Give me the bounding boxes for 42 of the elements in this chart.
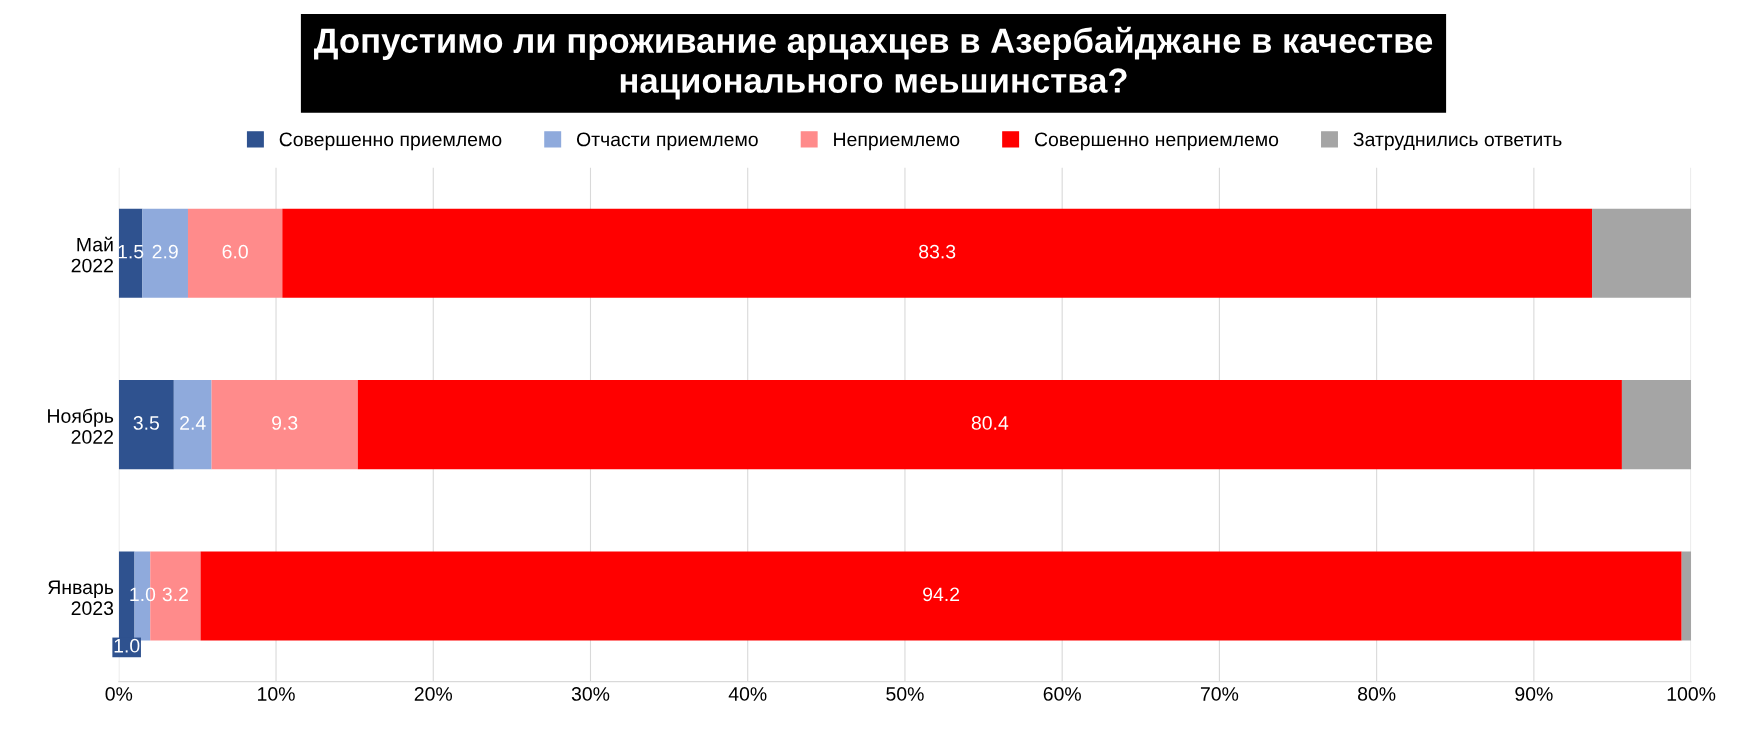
- data-label: 2.4: [180, 416, 206, 430]
- bar: [118, 380, 174, 470]
- bar: [211, 380, 358, 470]
- bar: [187, 208, 283, 298]
- bar: [1681, 551, 1692, 641]
- x-tick-label: 20%: [414, 687, 453, 701]
- x-tick-label: 80%: [1358, 687, 1396, 701]
- data-label: 80.4: [971, 416, 1009, 430]
- legend-label: Затруднились ответить: [1353, 132, 1562, 151]
- legend-label: Совершенно неприемлемо: [1034, 132, 1279, 151]
- data-label: 9.3: [272, 416, 298, 430]
- legend-label: Неприемлемо: [834, 132, 960, 151]
- bar: [1592, 208, 1692, 298]
- data-label: 3.5: [133, 416, 160, 430]
- x-tick-label: 90%: [1515, 687, 1553, 701]
- bar: [173, 380, 212, 470]
- x-tick-label: 40%: [728, 687, 767, 701]
- x-tick-label: 60%: [1043, 687, 1081, 701]
- data-label: 1.0: [114, 638, 140, 653]
- y-tick-label: Май 2022: [71, 236, 113, 273]
- x-tick-label: 50%: [886, 687, 924, 701]
- data-label: 94.2: [923, 587, 960, 602]
- bar: [118, 208, 143, 298]
- data-label: 83.3: [919, 244, 956, 259]
- chart-title: Допустимо ли проживание арцахцев в Азербайджане в качестве национального меьшинства?: [314, 26, 1433, 100]
- bar: [1621, 380, 1692, 470]
- data-label: 2.9: [152, 244, 178, 259]
- bar: [200, 551, 1682, 641]
- y-tick-label: Ноябрь 2022: [48, 408, 114, 444]
- x-tick-label: 30%: [571, 687, 610, 701]
- x-tick-label: 0%: [105, 687, 133, 701]
- bar: [357, 380, 1622, 470]
- bar: [142, 208, 188, 298]
- data-label: 6.0: [222, 244, 248, 259]
- x-tick-label: 100%: [1667, 687, 1716, 701]
- x-tick-label: 70%: [1200, 687, 1239, 701]
- legend-label: Отчасти приемлемо: [576, 132, 758, 151]
- y-tick-label: Январь 2023: [48, 580, 114, 616]
- legend-label: Совершенно приемлемо: [279, 132, 502, 151]
- bar: [282, 208, 1593, 298]
- data-label: 3.2: [162, 587, 188, 602]
- x-tick-label: 10%: [258, 687, 295, 701]
